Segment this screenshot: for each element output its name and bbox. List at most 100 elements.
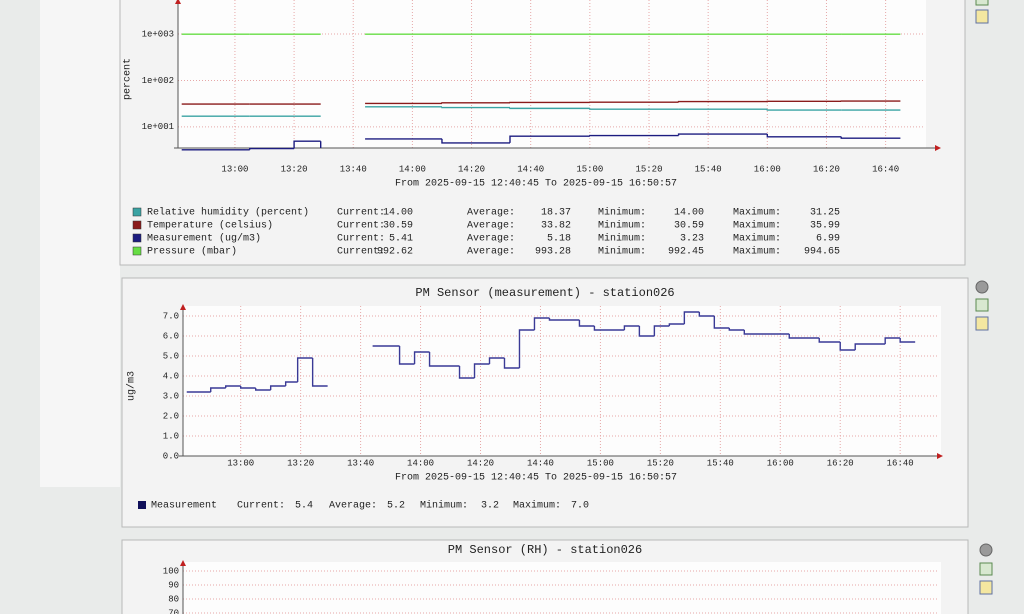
x-tick-label: 15:40 <box>707 458 734 468</box>
left-column <box>40 0 120 487</box>
stat-value: 31.25 <box>810 208 840 219</box>
y-tick-label: 100 <box>163 566 179 576</box>
csv-icon[interactable] <box>975 316 989 331</box>
y-tick-label: 1e+002 <box>142 76 174 86</box>
stat-label: Current: <box>337 234 385 245</box>
series-step <box>589 108 679 110</box>
stat-label: Minimum: <box>420 500 468 512</box>
y-tick-label: 0.0 <box>163 451 179 461</box>
series-step <box>254 388 271 391</box>
axis-arrow <box>935 145 941 151</box>
csv-icon[interactable] <box>979 580 993 595</box>
x-tick-label: 15:20 <box>647 458 674 468</box>
stat-value: 7.0 <box>571 501 589 512</box>
x-tick-label: 14:20 <box>458 164 485 174</box>
x-tick-label: 15:20 <box>635 164 662 174</box>
series-step <box>518 329 535 368</box>
date-range: From 2025-09-15 12:40:45 To 2025-09-15 1… <box>395 179 677 190</box>
axis-arrow <box>180 304 186 310</box>
zoom-icon[interactable] <box>979 562 993 576</box>
x-tick-label: 16:00 <box>767 458 794 468</box>
series-step <box>548 318 580 321</box>
stat-value: 14.00 <box>674 208 704 219</box>
plot-area <box>178 0 926 148</box>
series-step <box>284 381 298 386</box>
toolbar-icons <box>975 0 993 595</box>
stat-value: 30.59 <box>674 221 704 232</box>
series-step <box>766 109 842 111</box>
zoom-icon[interactable] <box>975 0 989 6</box>
series-step <box>818 338 841 343</box>
stat-value: 18.37 <box>541 208 571 219</box>
y-tick-label: 1e+003 <box>142 29 174 39</box>
stat-label: Average: <box>467 234 515 245</box>
series-step <box>638 326 655 337</box>
series-step <box>428 352 460 367</box>
series-step <box>210 387 226 392</box>
plot-area <box>183 562 941 614</box>
series-step <box>509 107 590 110</box>
series-step <box>899 338 916 343</box>
stat-label: Average: <box>467 221 515 232</box>
y-axis-label: ug/m3 <box>126 371 138 401</box>
stat-label: Minimum: <box>598 233 646 245</box>
series-step <box>668 323 685 326</box>
series-step <box>677 133 768 136</box>
y-tick-label: 6.0 <box>163 331 179 341</box>
legend-swatch <box>138 501 146 509</box>
stat-label: Current: <box>337 208 385 219</box>
series-step <box>488 357 505 364</box>
series-step <box>441 102 510 104</box>
stat-label: Current: <box>237 501 285 512</box>
settings-icon[interactable] <box>975 280 989 294</box>
x-tick-label: 14:00 <box>399 164 426 174</box>
zoom-icon[interactable] <box>975 298 989 312</box>
stat-label: Maximum: <box>513 500 561 512</box>
stat-value: 5.41 <box>389 234 413 245</box>
stat-label: Maximum: <box>733 233 781 245</box>
x-tick-label: 13:00 <box>227 458 254 468</box>
legend-swatch <box>132 220 142 230</box>
series-step <box>473 363 490 378</box>
x-tick-label: 16:40 <box>887 458 914 468</box>
x-tick-label: 14:20 <box>467 458 494 468</box>
series-step <box>441 106 510 109</box>
chart-title: PM Sensor (RH) - station026 <box>448 543 642 557</box>
legend-label: Measurement <box>151 501 217 512</box>
series-step <box>296 357 313 382</box>
y-tick-label: 4.0 <box>163 371 179 381</box>
x-tick-label: 15:00 <box>587 458 614 468</box>
legend-swatch <box>132 246 142 256</box>
stat-label: Minimum: <box>598 220 646 232</box>
stat-value: 994.65 <box>804 247 840 258</box>
x-tick-label: 16:20 <box>813 164 840 174</box>
series-step <box>728 328 745 331</box>
series-step <box>225 385 241 388</box>
series-step <box>398 346 415 365</box>
series-step <box>509 135 590 143</box>
stat-label: Current: <box>337 221 385 232</box>
y-axis-label: percent <box>123 58 134 100</box>
settings-icon[interactable] <box>979 543 993 557</box>
stat-label: Maximum: <box>733 207 781 219</box>
y-tick-label: 1e+001 <box>142 122 174 132</box>
series-step <box>311 358 328 387</box>
series-step <box>413 351 430 364</box>
series-step <box>683 311 700 324</box>
series-step <box>240 386 256 389</box>
chart-title: PM Sensor (measurement) - station026 <box>415 286 674 300</box>
csv-icon[interactable] <box>975 9 989 24</box>
x-tick-label: 13:20 <box>287 458 314 468</box>
x-tick-label: 16:40 <box>872 164 899 174</box>
series-step <box>854 343 886 350</box>
series-step <box>623 325 640 330</box>
series-step <box>589 134 679 137</box>
series-step <box>533 317 550 330</box>
stat-label: Maximum: <box>733 220 781 232</box>
plot-area <box>183 306 941 456</box>
series-step <box>839 342 856 351</box>
stat-value: 30.59 <box>383 221 413 232</box>
y-tick-label: 80 <box>168 594 179 604</box>
axis-arrow <box>175 0 181 4</box>
x-tick-label: 16:20 <box>827 458 854 468</box>
